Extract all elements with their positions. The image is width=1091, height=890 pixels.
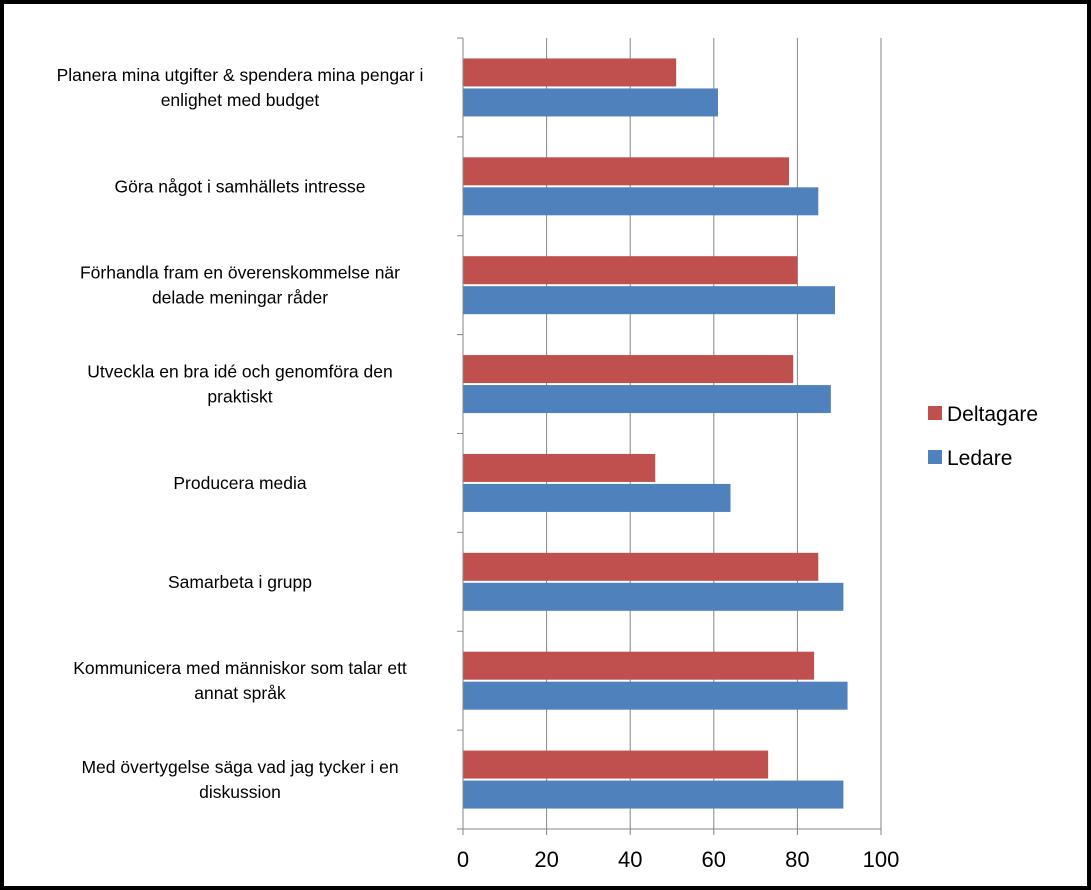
x-tick-label-20: 20 — [534, 847, 558, 872]
legend-swatch-deltagare — [928, 406, 942, 420]
category-label-3: Utveckla en bra idé och genomföra den pra… — [87, 362, 392, 407]
bar-deltagare-7 — [463, 750, 769, 779]
category-label-2: Förhandla fram en överenskommelse när del… — [80, 263, 400, 308]
category-label-6: Kommunicera med människor som talar ett a… — [73, 658, 407, 703]
axes — [457, 37, 882, 835]
bar-deltagare-0 — [463, 58, 677, 87]
category-label-1: Göra något i samhällets intresse — [115, 176, 366, 196]
x-tick-label-60: 60 — [702, 847, 726, 872]
x-tick-label-80: 80 — [785, 847, 809, 872]
category-label-0: Planera mina utgifter & spendera mina pe… — [57, 65, 424, 110]
category-labels: Planera mina utgifter & spendera mina pe… — [57, 65, 424, 802]
gridlines — [546, 38, 882, 829]
bar-ledare-2 — [463, 286, 836, 315]
bar-ledare-6 — [463, 681, 848, 710]
x-tick-label-40: 40 — [618, 847, 642, 872]
category-label-7: Med övertygelse säga vad jag tycker i en… — [81, 757, 398, 802]
bar-ledare-0 — [463, 88, 718, 117]
bar-deltagare-6 — [463, 651, 815, 680]
bar-ledare-4 — [463, 483, 731, 512]
legend: Deltagare Ledare — [928, 403, 1038, 470]
bar-deltagare-3 — [463, 355, 794, 384]
legend-label-deltagare: Deltagare — [947, 403, 1038, 426]
bar-deltagare-5 — [463, 552, 819, 581]
bar-chart: Planera mina utgifter & spendera mina pe… — [57, 37, 1038, 872]
legend-label-ledare: Ledare — [947, 447, 1012, 470]
bars — [463, 58, 848, 809]
category-label-4: Producera media — [173, 473, 307, 493]
legend-swatch-ledare — [928, 450, 942, 464]
x-tick-labels: 0 20 40 60 80 100 — [457, 847, 899, 872]
bar-ledare-1 — [463, 187, 819, 216]
bar-deltagare-4 — [463, 453, 656, 482]
bar-deltagare-1 — [463, 157, 790, 186]
bar-ledare-5 — [463, 582, 844, 611]
bar-deltagare-2 — [463, 256, 798, 285]
bar-ledare-3 — [463, 385, 831, 414]
x-tick-label-0: 0 — [457, 847, 469, 872]
category-label-5: Samarbeta i grupp — [168, 572, 312, 592]
x-tick-label-100: 100 — [863, 847, 900, 872]
bar-ledare-7 — [463, 780, 844, 809]
